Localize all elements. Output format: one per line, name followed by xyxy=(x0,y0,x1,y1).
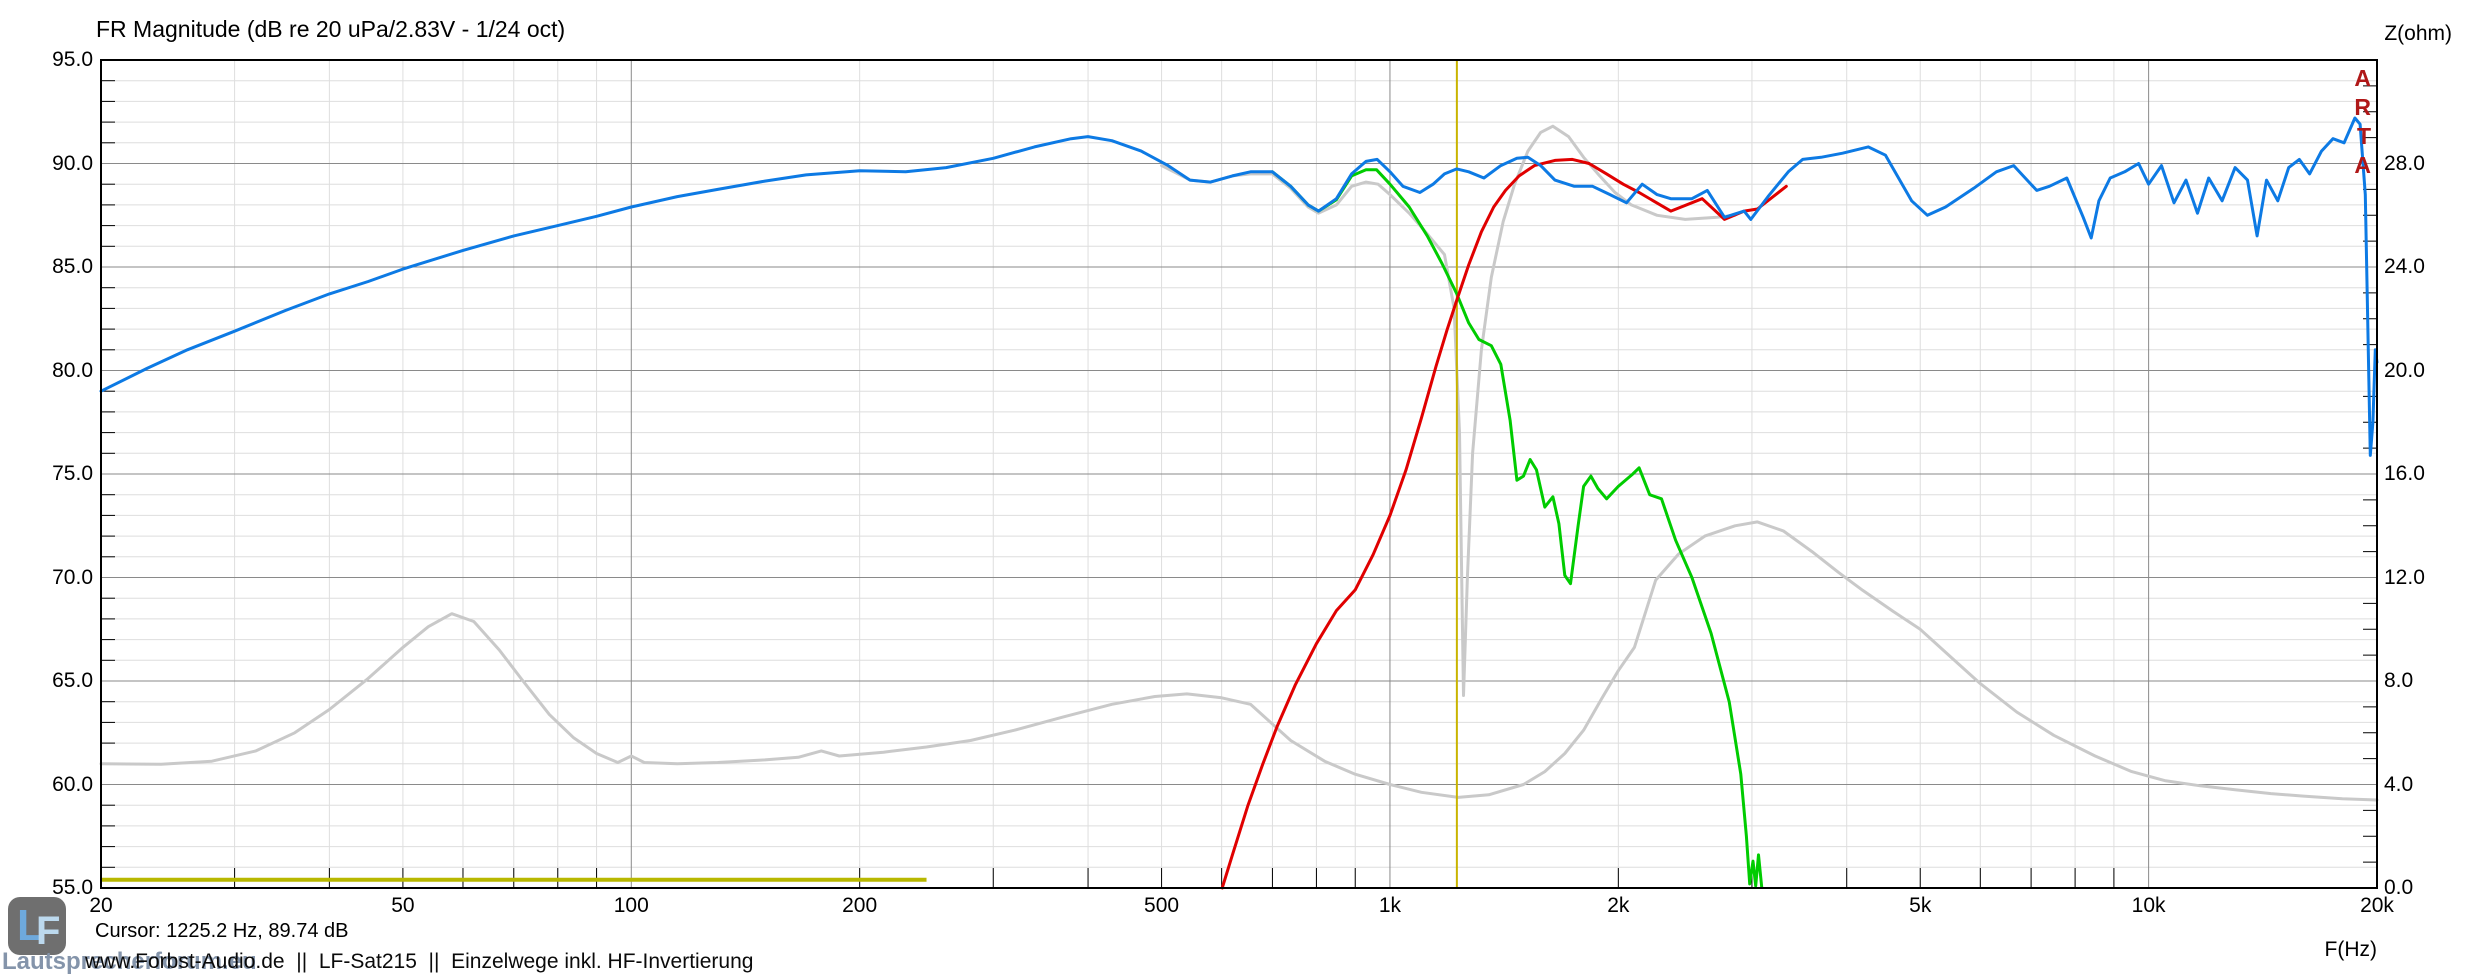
y-axis-label-left: 85.0 xyxy=(52,255,93,278)
y-axis-label-left: 90.0 xyxy=(52,151,93,175)
y-axis-label-left: 65.0 xyxy=(52,669,93,692)
arta-letter: T xyxy=(2356,123,2371,149)
x-axis-label: 500 xyxy=(1144,894,1180,917)
y-axis-label-left: 60.0 xyxy=(52,772,93,796)
x-axis-title: F(Hz) xyxy=(2324,938,2377,961)
x-axis-label: 200 xyxy=(842,894,878,917)
y-axis-label-right: 4.0 xyxy=(2384,772,2414,796)
y-axis-label-left: 80.0 xyxy=(52,358,93,382)
y-axis-label-right: 24.0 xyxy=(2384,255,2425,278)
y-axis-label-right: 16.0 xyxy=(2384,462,2425,485)
y-axis-label-right: 28.0 xyxy=(2384,151,2425,175)
x-axis-label: 2k xyxy=(1607,894,1630,917)
y-axis-label-right: 12.0 xyxy=(2384,565,2425,589)
x-axis-label: 50 xyxy=(391,894,415,917)
chart-title: FR Magnitude (dB re 20 uPa/2.83V - 1/24 … xyxy=(96,16,566,42)
x-axis-label: 10k xyxy=(2131,894,2166,917)
arta-letter: R xyxy=(2354,94,2371,120)
y-axis-label-left: 55.0 xyxy=(52,876,93,899)
curve-impedance xyxy=(99,520,2379,802)
arta-letter: A xyxy=(2354,65,2371,91)
curve-no_inversion xyxy=(1160,124,1737,697)
y-axis-label-left: 95.0 xyxy=(52,48,93,71)
right-axis-title: Z(ohm) xyxy=(2384,22,2452,45)
measurement-info: www.Forbst-Audio.de || LF-Sat215 || Einz… xyxy=(85,950,754,973)
lautsprecherforum-logo: L F xyxy=(8,897,66,955)
watermark-text: Lautsprecherforum.eu xyxy=(2,948,257,975)
cursor-readout: Cursor: 1225.2 Hz, 89.74 dB xyxy=(95,920,349,942)
x-axis-label: 20k xyxy=(2360,894,2394,917)
y-axis-label-left: 70.0 xyxy=(52,565,93,589)
y-axis-label-right: 0.0 xyxy=(2384,876,2414,899)
logo-letter-f: F xyxy=(36,909,61,953)
curve-highpass xyxy=(1220,157,1788,890)
logo-letter-l: L xyxy=(17,901,44,950)
y-axis-label-right: 8.0 xyxy=(2384,669,2414,692)
y-axis-label-right: 20.0 xyxy=(2384,358,2425,382)
x-axis-label: 100 xyxy=(613,894,649,917)
y-axis-label-left: 75.0 xyxy=(52,462,93,485)
x-axis-label: 20 xyxy=(89,894,113,917)
x-axis-label: 5k xyxy=(1909,894,1932,917)
arta-letter: A xyxy=(2354,152,2371,178)
curve-total xyxy=(99,116,2379,457)
plot-border xyxy=(100,59,2378,889)
curve-lowpass xyxy=(1270,168,1764,889)
x-axis-label: 1k xyxy=(1378,894,1402,917)
